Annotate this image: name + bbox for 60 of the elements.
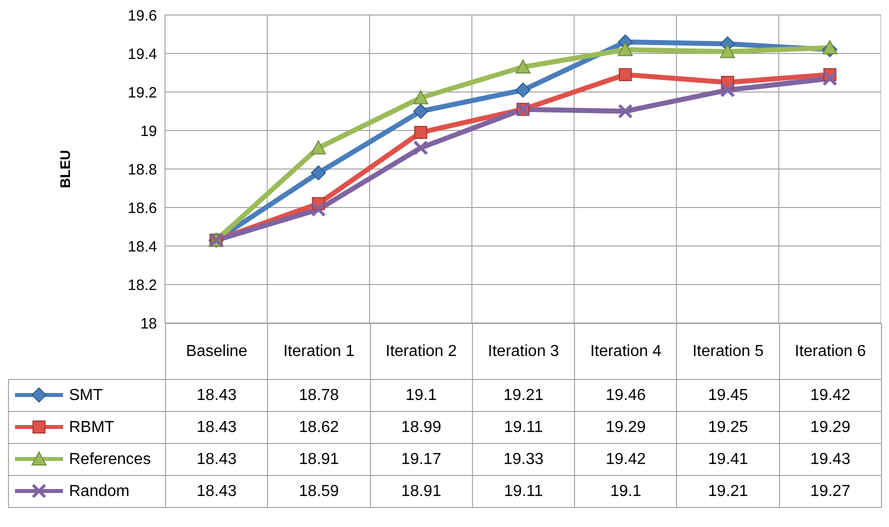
x-tick-label: Iteration 5 bbox=[676, 324, 780, 380]
point bbox=[720, 44, 736, 58]
data-label: 19.17 bbox=[370, 444, 472, 476]
y-tick-label: 18.8 bbox=[128, 161, 157, 178]
data-label: 18.43 bbox=[166, 444, 268, 476]
data-label: 19.1 bbox=[574, 476, 677, 508]
data-label: 19.29 bbox=[574, 412, 677, 444]
data-label: 19.27 bbox=[779, 476, 882, 508]
x-tick-label: Baseline bbox=[166, 324, 268, 380]
data-label: 19.25 bbox=[676, 412, 780, 444]
point bbox=[618, 42, 633, 56]
point bbox=[822, 40, 838, 54]
y-tick-label: 19.6 bbox=[128, 7, 157, 24]
x-tick-label: Iteration 2 bbox=[370, 324, 472, 380]
y-tick-label: 18 bbox=[140, 315, 157, 332]
x-tick-label: Iteration 4 bbox=[574, 324, 677, 380]
y-tick-label: 19.4 bbox=[128, 46, 157, 63]
data-label: 19.21 bbox=[472, 380, 575, 412]
data-label: 18.43 bbox=[166, 412, 268, 444]
data-label: 19.29 bbox=[779, 412, 882, 444]
data-label: 19.42 bbox=[574, 444, 677, 476]
data-label: 19.41 bbox=[676, 444, 780, 476]
legend-label: RBMT bbox=[69, 418, 114, 436]
y-tick-label: 18.2 bbox=[128, 276, 157, 294]
point bbox=[413, 104, 428, 119]
data-label: 19.11 bbox=[472, 412, 575, 444]
data-label: 19.1 bbox=[370, 380, 472, 412]
point bbox=[310, 140, 326, 154]
point bbox=[414, 126, 428, 139]
data-label: 19.43 bbox=[779, 444, 882, 476]
point bbox=[618, 68, 632, 82]
data-label: 19.46 bbox=[574, 380, 677, 412]
point bbox=[413, 90, 428, 104]
data-label: 18.91 bbox=[370, 476, 472, 508]
data-label: 19.21 bbox=[676, 476, 780, 508]
data-label: 19.33 bbox=[472, 444, 575, 476]
y-tick-label: 19.2 bbox=[128, 84, 157, 102]
data-label: 18.62 bbox=[268, 412, 370, 444]
point bbox=[310, 165, 326, 180]
y-tick-label: 18.4 bbox=[128, 238, 157, 256]
data-label: 18.91 bbox=[268, 444, 370, 476]
legend-label: Random bbox=[69, 482, 130, 500]
point bbox=[516, 82, 530, 98]
legend-label: References bbox=[69, 450, 151, 468]
x-tick-label: Iteration 6 bbox=[779, 324, 882, 380]
data-label: 19.45 bbox=[676, 380, 780, 412]
data-label: 18.43 bbox=[166, 380, 268, 412]
data-label: 18.59 bbox=[268, 476, 370, 508]
y-tick-label: 18.6 bbox=[128, 200, 157, 217]
data-label: 18.99 bbox=[370, 412, 472, 444]
x-tick-label: Iteration 3 bbox=[472, 324, 575, 380]
x-tick-label: Iteration 1 bbox=[268, 324, 370, 380]
data-label: 18.78 bbox=[268, 380, 370, 412]
point bbox=[516, 59, 530, 74]
y-tick-label: 19 bbox=[140, 122, 157, 140]
y-axis-title: BLEU bbox=[56, 150, 73, 188]
data-label: 19.11 bbox=[472, 476, 575, 508]
data-label: 18.43 bbox=[166, 476, 268, 508]
data-label: 19.42 bbox=[779, 380, 882, 412]
legend-label: SMT bbox=[69, 386, 103, 404]
